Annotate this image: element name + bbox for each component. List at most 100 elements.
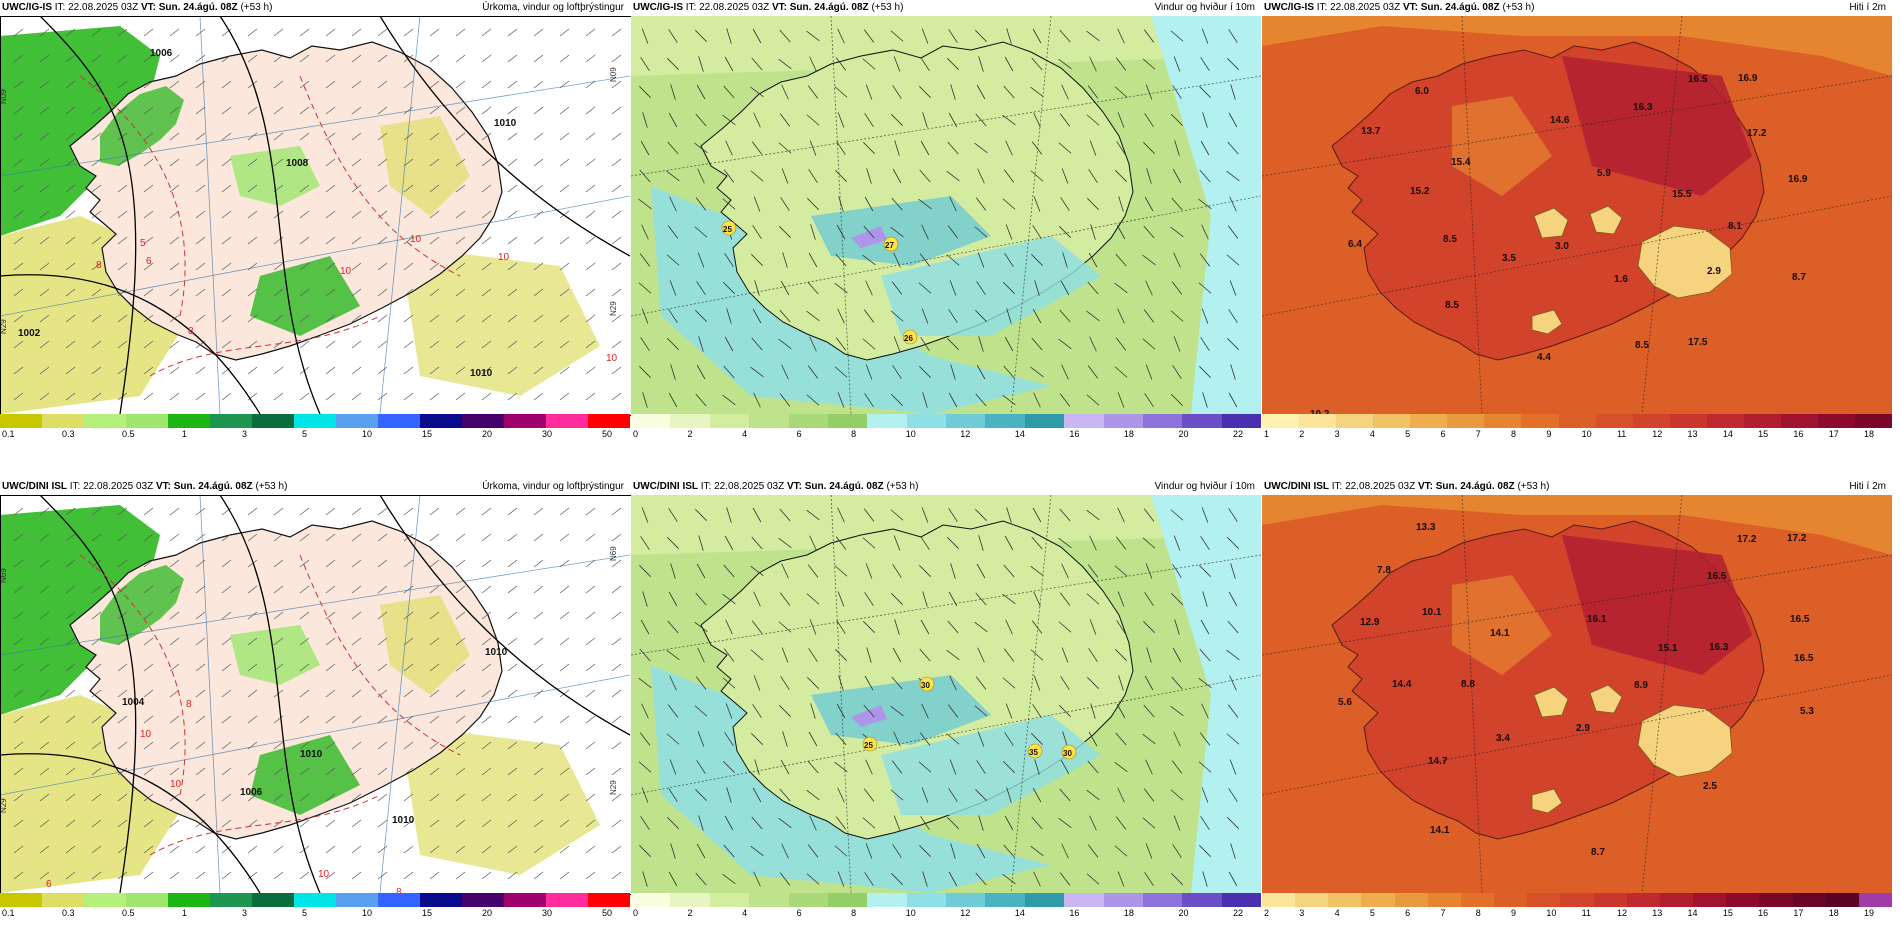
wind-barb [299, 741, 310, 750]
graticule-line [0, 195, 630, 317]
color-scale-swatch [168, 893, 210, 907]
wind-barb [377, 845, 388, 854]
color-scale-ticks: 0.1 0.3 0.5 1 3 5 10 15 20 30 50 [0, 429, 630, 441]
wind-barb [585, 210, 596, 219]
wind-barb [169, 689, 180, 698]
wind-arrow [1114, 761, 1128, 773]
wind-arrow [641, 507, 649, 523]
wind-barb [169, 637, 180, 646]
wind-arrow [1200, 816, 1210, 830]
wind-barb [273, 54, 284, 63]
wind-barb [611, 340, 622, 349]
scale-tick-label: 6 [796, 429, 802, 439]
wind-barb [559, 611, 570, 620]
wind-arrow [891, 394, 903, 406]
wind-arrow [778, 537, 792, 549]
wind-arrow [865, 84, 873, 100]
wind-arrow [1170, 789, 1184, 801]
panel-title: Vindur og hviður í 10m [1154, 2, 1255, 13]
wind-arrow [892, 564, 902, 578]
wind-barb [481, 28, 492, 37]
wind-arrow [1089, 815, 1097, 831]
wind-arrow [1086, 593, 1100, 605]
wind-arrow [807, 85, 819, 99]
wind-arrow [1201, 28, 1209, 44]
wind-arrow [1142, 733, 1156, 745]
temp-field [1452, 575, 1552, 675]
wind-arrow [1115, 170, 1127, 182]
wind-arrow [641, 703, 649, 719]
color-scale-swatch [84, 893, 126, 907]
temperature-label: 1.6 [1614, 274, 1628, 285]
wind-barb [195, 184, 206, 193]
wind-barb [455, 767, 466, 776]
wind-barb [507, 392, 518, 401]
edge-label: N29 [0, 798, 8, 813]
wind-arrow [948, 591, 958, 607]
wind-barb [533, 819, 544, 828]
wind-barb [65, 689, 76, 698]
wind-barb [455, 793, 466, 802]
wind-barb [169, 767, 180, 776]
wind-arrow [750, 845, 764, 857]
color-scale-swatch [709, 893, 750, 907]
wind-arrow [1062, 731, 1068, 747]
wind-arrow [977, 731, 985, 747]
color-scale-swatch [670, 893, 710, 907]
wind-arrow [1202, 871, 1208, 887]
wind-arrow [894, 619, 900, 635]
color-scale-swatch [1693, 893, 1727, 907]
wind-barb [429, 184, 440, 193]
wind-barb [195, 611, 206, 620]
scale-tick-label: 16 [1069, 429, 1080, 439]
scale-tick-label: 4 [1369, 429, 1375, 439]
wind-arrow [1033, 871, 1041, 887]
temperature-label: 10 [498, 252, 510, 263]
wind-arrow [946, 254, 960, 266]
wind-barb [143, 507, 154, 516]
wind-barb [195, 392, 206, 401]
wind-arrow [1004, 253, 1014, 267]
wind-barb [429, 54, 440, 63]
wind-barb [39, 106, 50, 115]
wind-barb [611, 507, 622, 516]
wind-barb [507, 533, 518, 542]
wind-barb [533, 340, 544, 349]
wind-barb [39, 158, 50, 167]
wind-barb [117, 611, 128, 620]
wind-arrow [1170, 30, 1184, 42]
wind-barb [559, 392, 570, 401]
wind-arrow [1089, 535, 1097, 551]
wind-barb [169, 585, 180, 594]
color-scale-swatch [252, 893, 294, 907]
wind-barb [455, 28, 466, 37]
wind-arrow [975, 310, 987, 322]
wind-arrow [976, 364, 986, 380]
wind-arrow [975, 509, 987, 521]
wind-arrow [1173, 731, 1181, 747]
wind-barb [39, 314, 50, 323]
wind-arrow [638, 761, 652, 773]
wind-arrow [1087, 281, 1099, 295]
wind-arrow [1004, 336, 1014, 352]
wind-barb [299, 184, 310, 193]
wind-arrow [722, 873, 736, 885]
wind-barb [351, 819, 362, 828]
wind-barb [455, 54, 466, 63]
wind-arrow [668, 871, 678, 887]
color-scale-swatch [1182, 893, 1222, 907]
wind-barb [195, 210, 206, 219]
wind-arrow [806, 873, 820, 885]
wind-arrow [753, 871, 761, 887]
wind-barb [325, 611, 336, 620]
wind-barb [65, 210, 76, 219]
wind-arrow [723, 844, 735, 858]
wind-barb [117, 158, 128, 167]
lead-time: (+53 h) [1502, 2, 1535, 13]
wind-barb [195, 533, 206, 542]
wind-barb [143, 262, 154, 271]
wind-barb [91, 80, 102, 89]
wind-arrow [894, 140, 900, 156]
wind-arrow [1030, 565, 1044, 577]
wind-arrow [753, 591, 761, 607]
